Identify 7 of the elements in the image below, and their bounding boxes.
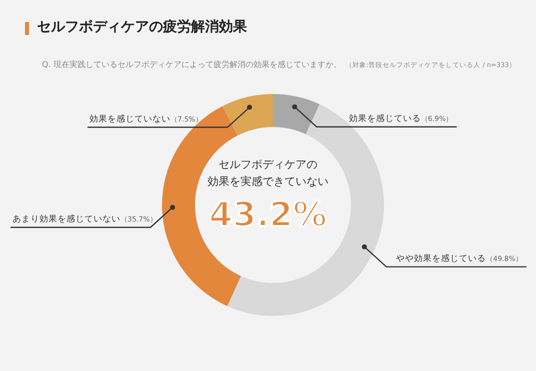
donut-slice [222,94,273,136]
chart-subtitle: Q. 現在実践しているセルフボディケアによって疲労解消の効果を感じていますか。 [42,60,342,69]
donut-slice [273,94,320,134]
text: セルフボディケアの [218,158,318,171]
text: 43.2% [209,195,327,235]
chart-title: セルフボディケアの疲労解消効果 [37,18,247,36]
text: 効果を実感できていない [208,175,328,188]
